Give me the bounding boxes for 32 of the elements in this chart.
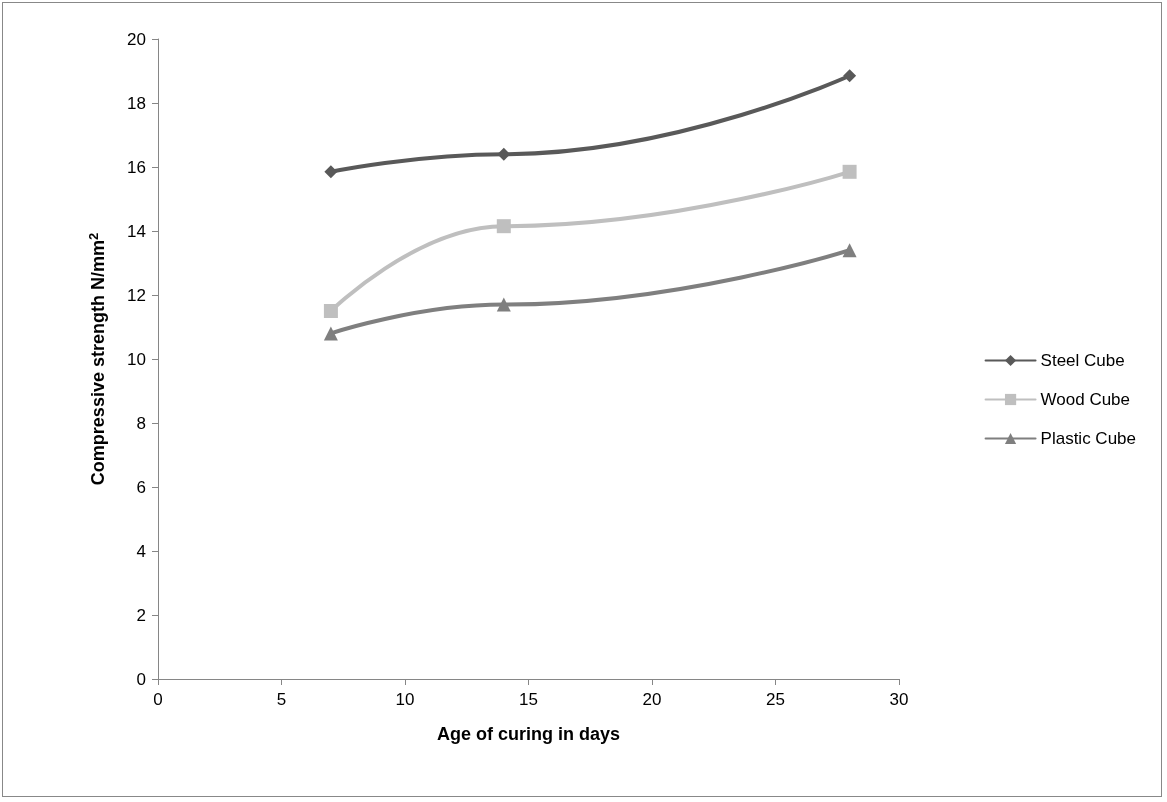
y-tick-label: 20 <box>127 29 146 49</box>
point <box>496 219 511 234</box>
y-tick-label: 0 <box>136 669 146 689</box>
legend-label: Plastic Cube <box>1040 429 1136 448</box>
y-tick-label: 14 <box>127 221 146 241</box>
point <box>842 164 857 179</box>
x-tick-label: 10 <box>395 690 415 709</box>
point <box>323 304 338 318</box>
x-tick-label: 0 <box>153 690 163 709</box>
y-tick-label: 4 <box>136 541 146 561</box>
x-axis-title: Age of curing in days <box>436 724 621 744</box>
x-tick-label: 15 <box>519 690 538 709</box>
x-tick-label: 20 <box>642 690 662 709</box>
y-tick-label: 10 <box>127 349 146 369</box>
x-tick-label: 25 <box>766 690 785 709</box>
point <box>324 165 338 179</box>
point <box>497 147 511 161</box>
y-tick-label: 8 <box>136 413 146 433</box>
legend-label: Steel Cube <box>1040 351 1125 370</box>
legend-label: Wood Cube <box>1040 390 1131 409</box>
point <box>842 243 857 258</box>
y-tick-label: 18 <box>127 93 146 113</box>
y-tick-label: 12 <box>127 285 146 305</box>
point <box>843 69 857 83</box>
x-tick-label: 5 <box>276 690 287 709</box>
x-tick-label: 30 <box>889 690 909 709</box>
point <box>323 326 338 341</box>
y-tick-label: 2 <box>136 605 146 625</box>
y-tick-label: 6 <box>136 477 146 497</box>
point <box>496 297 511 312</box>
y-axis-title: Compressive strength N/mm2 <box>86 232 108 486</box>
y-tick-label: 16 <box>127 157 146 177</box>
